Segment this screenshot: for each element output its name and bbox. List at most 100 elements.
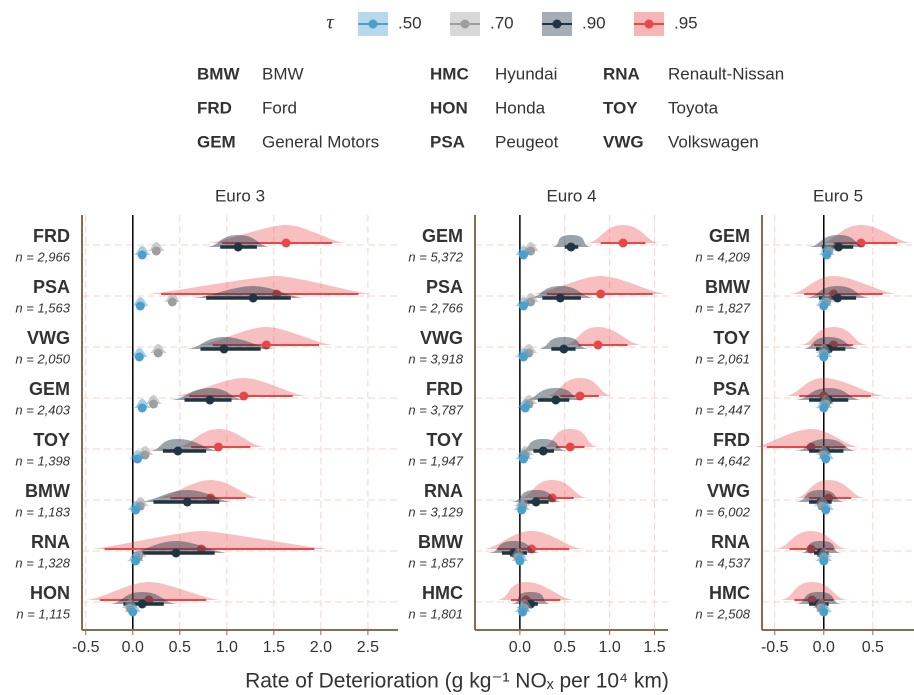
point (821, 505, 831, 515)
row-label: HMC (709, 583, 750, 603)
legend-label: .70 (490, 13, 514, 32)
point (137, 250, 147, 260)
n-label: n = 2,966 (15, 249, 70, 264)
facet-title: Euro 5 (813, 186, 863, 205)
key-name: Peugeot (495, 132, 559, 151)
density (540, 429, 600, 447)
point (171, 548, 181, 558)
density (495, 582, 576, 600)
point (137, 599, 147, 609)
point (518, 352, 528, 362)
density (174, 378, 308, 396)
n-label: n = 1,115 (16, 606, 70, 621)
key-code: TOY (603, 98, 638, 117)
density (585, 225, 661, 243)
n-label: n = 4,537 (695, 555, 750, 570)
row-label: RNA (711, 532, 750, 552)
x-tick-label: 1.5 (263, 639, 285, 656)
point (135, 301, 145, 311)
point (547, 493, 557, 503)
n-label: n = 1,947 (408, 453, 463, 468)
n-label: n = 3,787 (408, 402, 463, 417)
n-label: n = 6,002 (695, 504, 750, 519)
density (89, 531, 330, 549)
row-label: PSA (426, 277, 463, 297)
point (205, 395, 215, 405)
facet-title: Euro 3 (215, 186, 265, 205)
density (527, 286, 596, 298)
density (545, 378, 614, 396)
n-label: n = 1,857 (408, 555, 463, 570)
point (821, 454, 831, 464)
n-label: n = 2,061 (695, 351, 750, 366)
legend-dot (368, 19, 378, 29)
x-tick-label: 1.0 (216, 639, 238, 656)
density (176, 429, 266, 447)
point (248, 293, 258, 303)
n-label: n = 1,398 (15, 453, 70, 468)
point (819, 556, 829, 566)
n-label: n = 1,328 (15, 555, 70, 570)
point (531, 497, 541, 507)
key-name: Toyota (668, 98, 719, 117)
row-label: PSA (33, 277, 70, 297)
point (566, 242, 576, 252)
point (819, 607, 829, 617)
row-label: FRD (713, 430, 750, 450)
density (536, 337, 591, 349)
point (618, 238, 628, 248)
point (819, 301, 829, 311)
key-code: BMW (197, 64, 240, 83)
density (191, 286, 306, 298)
x-tick-label: -0.5 (761, 639, 789, 656)
key-code: PSA (430, 132, 465, 151)
density (751, 429, 861, 447)
point (833, 293, 843, 303)
point (520, 403, 530, 413)
key-code: FRD (197, 98, 232, 117)
density (138, 490, 235, 502)
point (555, 293, 565, 303)
density (518, 480, 589, 498)
x-tick-label: 2.0 (310, 639, 332, 656)
key-name: BMW (262, 64, 304, 83)
n-label: n = 2,403 (15, 402, 70, 417)
row-label: TOY (33, 430, 70, 450)
density (531, 276, 668, 294)
row-label: GEM (29, 379, 70, 399)
x-tick-label: 1.5 (643, 639, 665, 656)
facet-title: Euro 4 (546, 186, 596, 205)
point (527, 544, 537, 554)
density (549, 235, 594, 247)
key-code: HON (430, 98, 468, 117)
key-name: Ford (262, 98, 297, 117)
density (818, 225, 913, 243)
point (239, 391, 249, 401)
density (784, 378, 886, 396)
n-label: n = 2,766 (408, 300, 463, 315)
n-label: n = 2,508 (695, 606, 750, 621)
density (794, 388, 864, 400)
point (575, 391, 585, 401)
row-label: BMW (705, 277, 750, 297)
n-label: n = 1,183 (15, 504, 70, 519)
density (800, 337, 861, 349)
point (822, 250, 832, 260)
row-label: HON (30, 583, 70, 603)
row-label: FRD (426, 379, 463, 399)
point (559, 344, 569, 354)
density (806, 235, 869, 247)
point (856, 238, 866, 248)
n-label: n = 4,209 (695, 249, 750, 264)
row-label: GEM (422, 226, 463, 246)
point (132, 454, 142, 464)
point (182, 497, 192, 507)
n-label: n = 1,563 (15, 300, 70, 315)
point (565, 442, 575, 452)
key-name: General Motors (262, 132, 379, 151)
point (819, 403, 829, 413)
row-label: VWG (27, 328, 70, 348)
density (207, 225, 348, 243)
row-label: RNA (424, 481, 463, 501)
x-tick-label: 1.0 (599, 639, 621, 656)
